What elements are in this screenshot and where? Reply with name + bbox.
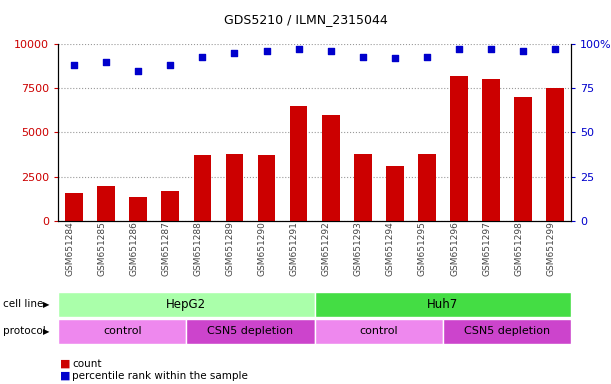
Text: GSM651291: GSM651291 bbox=[290, 221, 299, 276]
Point bbox=[294, 46, 304, 53]
Text: GSM651288: GSM651288 bbox=[194, 221, 202, 276]
Point bbox=[166, 62, 175, 68]
Text: GSM651299: GSM651299 bbox=[546, 221, 555, 276]
Bar bbox=[386, 166, 404, 221]
Text: control: control bbox=[103, 326, 142, 336]
Text: GSM651284: GSM651284 bbox=[65, 221, 74, 276]
Bar bbox=[258, 156, 276, 221]
Bar bbox=[186, 319, 315, 344]
Bar bbox=[354, 154, 371, 221]
Bar bbox=[161, 191, 179, 221]
Bar bbox=[546, 88, 564, 221]
Text: ▶: ▶ bbox=[43, 300, 49, 309]
Point bbox=[422, 53, 432, 60]
Text: ■: ■ bbox=[60, 359, 70, 369]
Bar bbox=[315, 292, 571, 317]
Point bbox=[486, 46, 496, 53]
Text: cell line: cell line bbox=[3, 299, 43, 310]
Text: CSN5 depletion: CSN5 depletion bbox=[464, 326, 550, 336]
Text: count: count bbox=[72, 359, 101, 369]
Point bbox=[358, 53, 368, 60]
Text: protocol: protocol bbox=[3, 326, 46, 336]
Bar bbox=[315, 319, 443, 344]
Text: GSM651286: GSM651286 bbox=[130, 221, 138, 276]
Text: GSM651287: GSM651287 bbox=[161, 221, 170, 276]
Bar bbox=[58, 292, 315, 317]
Point bbox=[197, 53, 207, 60]
Text: control: control bbox=[359, 326, 398, 336]
Text: GSM651290: GSM651290 bbox=[258, 221, 266, 276]
Text: Huh7: Huh7 bbox=[427, 298, 459, 311]
Text: percentile rank within the sample: percentile rank within the sample bbox=[72, 371, 248, 381]
Bar bbox=[130, 197, 147, 221]
Text: GSM651296: GSM651296 bbox=[450, 221, 459, 276]
Point bbox=[518, 48, 528, 54]
Text: GSM651297: GSM651297 bbox=[482, 221, 491, 276]
Text: GSM651298: GSM651298 bbox=[514, 221, 523, 276]
Text: GSM651292: GSM651292 bbox=[322, 221, 331, 276]
Text: GDS5210 / ILMN_2315044: GDS5210 / ILMN_2315044 bbox=[224, 13, 387, 26]
Bar bbox=[443, 319, 571, 344]
Text: GSM651293: GSM651293 bbox=[354, 221, 363, 276]
Bar bbox=[290, 106, 307, 221]
Point bbox=[230, 50, 240, 56]
Point bbox=[133, 68, 143, 74]
Text: GSM651285: GSM651285 bbox=[97, 221, 106, 276]
Text: CSN5 depletion: CSN5 depletion bbox=[208, 326, 293, 336]
Bar bbox=[482, 79, 500, 221]
Point bbox=[390, 55, 400, 61]
Point bbox=[551, 46, 560, 53]
Bar bbox=[322, 115, 340, 221]
Text: ■: ■ bbox=[60, 371, 70, 381]
Bar bbox=[225, 154, 243, 221]
Point bbox=[262, 48, 271, 54]
Bar bbox=[514, 97, 532, 221]
Point bbox=[69, 62, 79, 68]
Point bbox=[101, 59, 111, 65]
Text: HepG2: HepG2 bbox=[166, 298, 207, 311]
Point bbox=[454, 46, 464, 53]
Point bbox=[326, 48, 335, 54]
Text: GSM651294: GSM651294 bbox=[386, 221, 395, 276]
Text: ▶: ▶ bbox=[43, 327, 49, 336]
Bar bbox=[450, 76, 468, 221]
Text: GSM651289: GSM651289 bbox=[225, 221, 235, 276]
Bar bbox=[58, 319, 186, 344]
Bar bbox=[97, 186, 115, 221]
Bar bbox=[194, 156, 211, 221]
Text: GSM651295: GSM651295 bbox=[418, 221, 427, 276]
Bar bbox=[418, 154, 436, 221]
Bar bbox=[65, 192, 83, 221]
